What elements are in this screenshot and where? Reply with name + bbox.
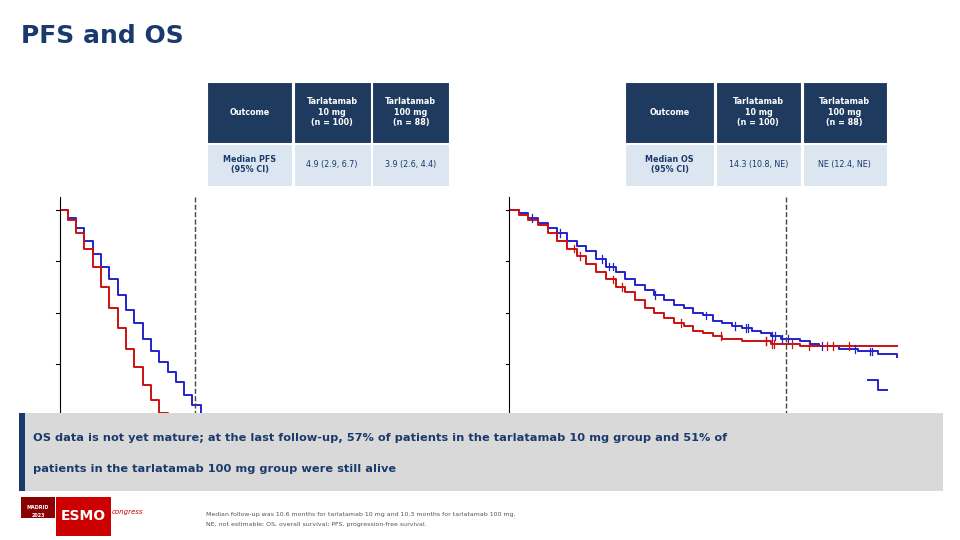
Text: Median follow-up was 10.6 months for tarlatamab 10 mg and 10.3 months for tarlat: Median follow-up was 10.6 months for tar… xyxy=(206,511,516,517)
Text: Tarlatamab
10 mg
(n = 100): Tarlatamab 10 mg (n = 100) xyxy=(732,97,784,127)
Text: Median PFS
(95% CI): Median PFS (95% CI) xyxy=(223,155,276,174)
Text: 14.3 (10.8, NE): 14.3 (10.8, NE) xyxy=(729,160,788,169)
Text: Tarlatamab
100 mg
(n = 88): Tarlatamab 100 mg (n = 88) xyxy=(819,97,871,127)
Bar xyxy=(21,497,55,518)
Text: 4.9 (2.9, 6.7): 4.9 (2.9, 6.7) xyxy=(306,160,358,169)
Text: NE (12.4, NE): NE (12.4, NE) xyxy=(818,160,872,169)
Text: MADRID: MADRID xyxy=(27,505,49,510)
Text: congress: congress xyxy=(111,509,143,515)
Text: 2023: 2023 xyxy=(32,513,45,518)
Text: Tarlatamab
10 mg
(n = 100): Tarlatamab 10 mg (n = 100) xyxy=(306,97,358,127)
Text: OS data is not yet mature; at the last follow-up, 57% of patients in the tarlata: OS data is not yet mature; at the last f… xyxy=(33,433,727,443)
Text: NE, not estimable; OS, overall survival; PFS, progression-free survival.: NE, not estimable; OS, overall survival;… xyxy=(206,522,427,528)
Bar xyxy=(56,497,110,536)
Text: patients in the tarlatamab 100 mg group were still alive: patients in the tarlatamab 100 mg group … xyxy=(33,464,396,475)
Text: Outcome: Outcome xyxy=(650,107,689,117)
Text: PFS and OS: PFS and OS xyxy=(21,24,184,48)
Text: 3.9 (2.6, 4.4): 3.9 (2.6, 4.4) xyxy=(385,160,437,169)
Text: Tarlatamab
100 mg
(n = 88): Tarlatamab 100 mg (n = 88) xyxy=(385,97,437,127)
Text: Outcome: Outcome xyxy=(229,107,270,117)
Text: Median OS
(95% CI): Median OS (95% CI) xyxy=(645,155,694,174)
Text: ESMO: ESMO xyxy=(60,509,106,523)
